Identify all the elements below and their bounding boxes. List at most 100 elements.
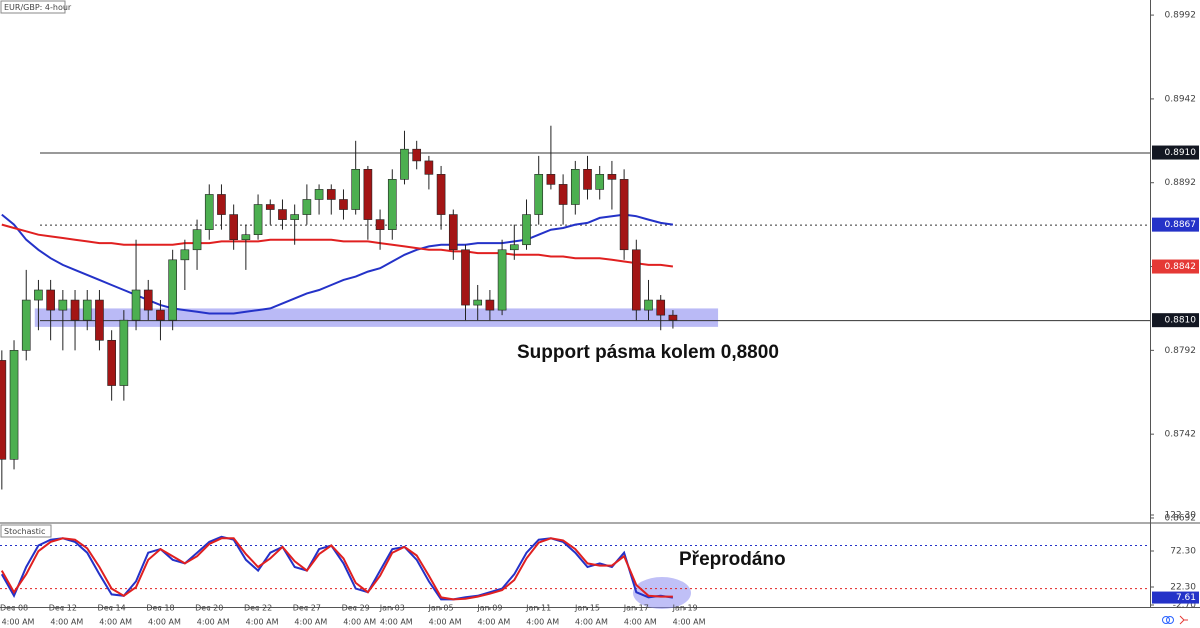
candle-body <box>656 299 666 316</box>
candle-body <box>314 189 324 200</box>
x-tick-time: 4:00 AM <box>99 618 132 627</box>
price-label-box <box>1152 313 1199 328</box>
marks: 0.8992 0.8942 0.8892 0.8842 0.8792 0.8742 0.86… <box>0 11 1199 627</box>
candle-body <box>363 169 373 220</box>
candle-body <box>583 169 592 190</box>
candle-body <box>326 189 336 200</box>
x-tick-label: Jan 03 <box>379 604 405 613</box>
x-tick-label: Jan 09 <box>476 604 502 613</box>
candle-body <box>9 350 19 460</box>
candle-body <box>473 299 483 306</box>
candle-body <box>70 299 80 321</box>
last-value-box <box>1152 591 1199 604</box>
candle-body <box>351 169 361 210</box>
x-tick-time: 4:00 AM <box>343 618 376 627</box>
candle-body <box>107 339 116 386</box>
y-tick-label: 0.8792 <box>1165 346 1197 356</box>
indicator-box <box>0 524 52 538</box>
x-tick-label: Jan 11 <box>525 604 551 613</box>
candle-body <box>156 309 165 321</box>
candle-body <box>58 299 68 311</box>
y-tick-label: 0.8892 <box>1165 178 1197 188</box>
candle-body <box>607 174 617 180</box>
oversold-highlight <box>633 577 691 609</box>
candle-body <box>424 160 434 175</box>
x-tick-time: 4:00 AM <box>526 618 559 627</box>
candle-body <box>180 249 190 261</box>
candle-body <box>497 249 507 311</box>
x-tick-label: Dec 29 <box>342 604 370 613</box>
y-tick-label: 0.8942 <box>1165 94 1197 104</box>
candle-body <box>448 214 458 251</box>
x-tick-label: Dec 12 <box>49 604 77 613</box>
x-tick-label: Dec 27 <box>293 604 321 613</box>
candle-body <box>485 299 495 311</box>
x-tick-time: 4:00 AM <box>50 618 83 627</box>
candle-body <box>95 299 104 341</box>
price-label: 0.8910 <box>1165 148 1197 158</box>
candle-body <box>302 199 312 215</box>
x-tick-label: Dec 08 <box>0 604 28 613</box>
y-tick-label: 0.8992 <box>1165 11 1197 21</box>
icon[interactable] <box>1162 616 1170 624</box>
x-tick-time: 4:00 AM <box>380 618 413 627</box>
x-tick-time: 4:00 AM <box>673 618 706 627</box>
line-series <box>0 535 674 601</box>
icon[interactable] <box>1166 616 1174 624</box>
title-box <box>0 0 66 14</box>
candle-body <box>21 299 31 351</box>
candle-body <box>339 199 348 210</box>
x-tick-time: 4:00 AM <box>246 618 279 627</box>
chart-title: EUR/GBP: 4-hour <box>4 3 72 12</box>
candle-body <box>34 289 43 301</box>
line-series <box>0 537 673 601</box>
candle-body <box>668 314 678 321</box>
x-tick-time: 4:00 AM <box>2 618 35 627</box>
candle-body <box>204 194 214 230</box>
price-label-box <box>1152 217 1199 232</box>
candle-body <box>46 289 55 311</box>
x-tick-time: 4:00 AM <box>624 618 657 627</box>
x-tick-time: 4:00 AM <box>294 618 327 627</box>
line-series <box>1 213 674 315</box>
candle-body <box>546 174 556 185</box>
candle-body <box>595 174 605 190</box>
y-tick-label: 72.30 <box>1170 546 1196 556</box>
x-tick-label: Jan 17 <box>623 604 649 613</box>
y-tick-label: -2.70 <box>1173 600 1197 610</box>
candle-body <box>168 259 177 321</box>
candle-body <box>143 289 153 311</box>
candle-body <box>558 184 568 205</box>
candle-body <box>131 289 141 321</box>
candle-body <box>522 214 531 246</box>
x-tick-label: Dec 20 <box>195 604 223 613</box>
candle-body <box>253 204 263 235</box>
line-series <box>1 223 674 268</box>
price-label-box <box>1152 259 1199 274</box>
price-label: 0.8842 <box>1165 262 1197 272</box>
x-tick-label: Dec 18 <box>146 604 174 613</box>
annotation: Přeprodáno <box>679 549 786 570</box>
candle-body <box>619 179 629 251</box>
candle-body <box>631 249 641 311</box>
candle-body <box>0 360 7 460</box>
indicator-title: Stochastic <box>4 527 45 536</box>
y-tick-label: 0.8742 <box>1165 430 1197 440</box>
last-value-label: 7.61 <box>1176 593 1196 603</box>
price-label: 0.8810 <box>1165 316 1197 326</box>
candle-body <box>412 148 422 162</box>
x-tick-label: Dec 22 <box>244 604 272 613</box>
y-tick-label: 122.30 <box>1165 511 1197 521</box>
candle-body <box>644 299 653 311</box>
candle-body <box>217 194 226 215</box>
x-tick-time: 4:00 AM <box>148 618 181 627</box>
candle-body <box>82 299 92 321</box>
candle-body <box>119 319 129 386</box>
icon[interactable] <box>1179 615 1188 625</box>
candle-body <box>375 219 385 230</box>
x-tick-time: 4:00 AM <box>575 618 608 627</box>
y-tick-label: 22.30 <box>1170 582 1196 592</box>
price-label-box <box>1152 145 1199 160</box>
toolbar-icons[interactable] <box>1162 615 1189 625</box>
candle-body <box>400 148 409 180</box>
